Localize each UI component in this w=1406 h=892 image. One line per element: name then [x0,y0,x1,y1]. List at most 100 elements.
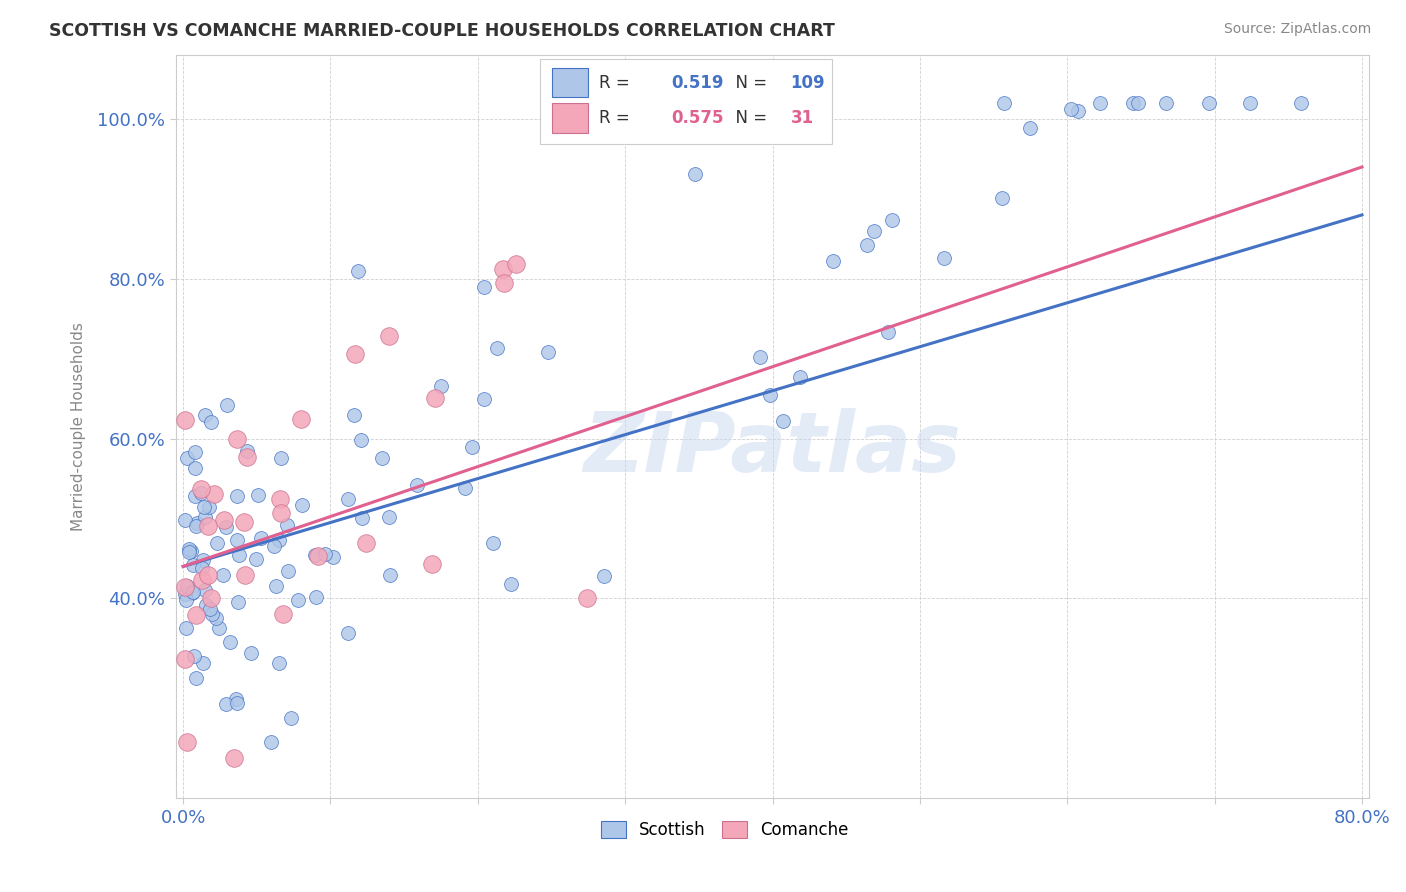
Point [222,751,245,765]
Point [200,591,222,606]
Point [226,432,249,446]
FancyBboxPatch shape [540,59,832,145]
Point [236,450,259,465]
Text: R =: R = [599,110,636,128]
Point [176,735,198,749]
Point [186,519,208,533]
Point [423,391,446,405]
Point [1019,121,1042,136]
Point [174,513,197,527]
Point [191,561,214,575]
Point [420,557,443,571]
Point [1088,96,1111,111]
Point [263,539,285,553]
Point [474,280,496,294]
Point [1067,104,1090,119]
Point [191,553,214,567]
Point [247,488,270,502]
Point [460,440,482,454]
Point [304,548,326,562]
Point [1239,96,1261,111]
Point [993,96,1015,111]
Point [991,191,1014,205]
Point [193,409,215,423]
Point [322,550,344,565]
Text: N =: N = [725,110,772,128]
Point [195,599,218,613]
Point [183,649,205,664]
Point [405,478,427,492]
Point [208,621,231,635]
Point [749,350,772,364]
Point [863,224,886,238]
Point [207,535,229,549]
Point [267,657,290,671]
FancyBboxPatch shape [551,68,588,97]
Text: 0.519: 0.519 [671,74,724,92]
Point [343,408,366,422]
FancyBboxPatch shape [551,103,588,133]
Point [314,547,336,561]
Point [347,264,370,278]
Point [1122,96,1144,111]
Point [226,696,249,710]
Text: R =: R = [599,74,636,92]
Point [378,510,401,524]
Point [184,445,207,459]
Point [378,567,401,582]
Point [537,345,560,359]
Point [186,516,208,530]
Y-axis label: Married-couple Households: Married-couple Households [72,322,86,531]
Point [174,580,197,594]
Point [685,167,707,181]
Point [202,487,225,501]
Point [378,329,401,343]
Point [287,593,309,607]
Point [180,544,202,558]
Point [174,621,197,635]
Point [184,489,207,503]
Point [173,413,195,427]
Point [876,325,898,339]
Point [1154,96,1177,111]
Point [352,511,374,525]
Point [226,489,249,503]
Point [218,634,240,648]
Point [371,451,394,466]
Point [505,257,527,271]
Point [176,450,198,465]
Point [486,341,509,355]
Point [181,584,204,599]
Point [225,533,247,547]
Point [197,519,219,533]
Point [232,515,254,529]
Point [492,261,515,276]
Point [280,711,302,725]
Text: 0.575: 0.575 [671,110,724,128]
Text: SCOTTISH VS COMANCHE MARRIED-COUPLE HOUSEHOLDS CORRELATION CHART: SCOTTISH VS COMANCHE MARRIED-COUPLE HOUS… [49,22,835,40]
Point [173,651,195,665]
Point [270,450,292,465]
Point [174,593,197,607]
Point [932,251,955,265]
Point [181,585,204,599]
Point [184,671,207,685]
Point [215,697,238,711]
Text: ZIPatlas: ZIPatlas [583,409,962,490]
Point [260,735,283,749]
Point [344,347,367,361]
Point [190,485,212,500]
Point [198,602,221,616]
Point [501,577,523,591]
Point [576,591,599,606]
Point [1198,96,1220,111]
Point [593,569,616,583]
Point [194,510,217,524]
Legend: Scottish, Comanche: Scottish, Comanche [593,814,856,846]
Point [228,548,250,562]
Point [291,498,314,512]
Point [184,460,207,475]
Point [225,692,247,706]
Point [193,500,215,515]
Point [177,544,200,558]
